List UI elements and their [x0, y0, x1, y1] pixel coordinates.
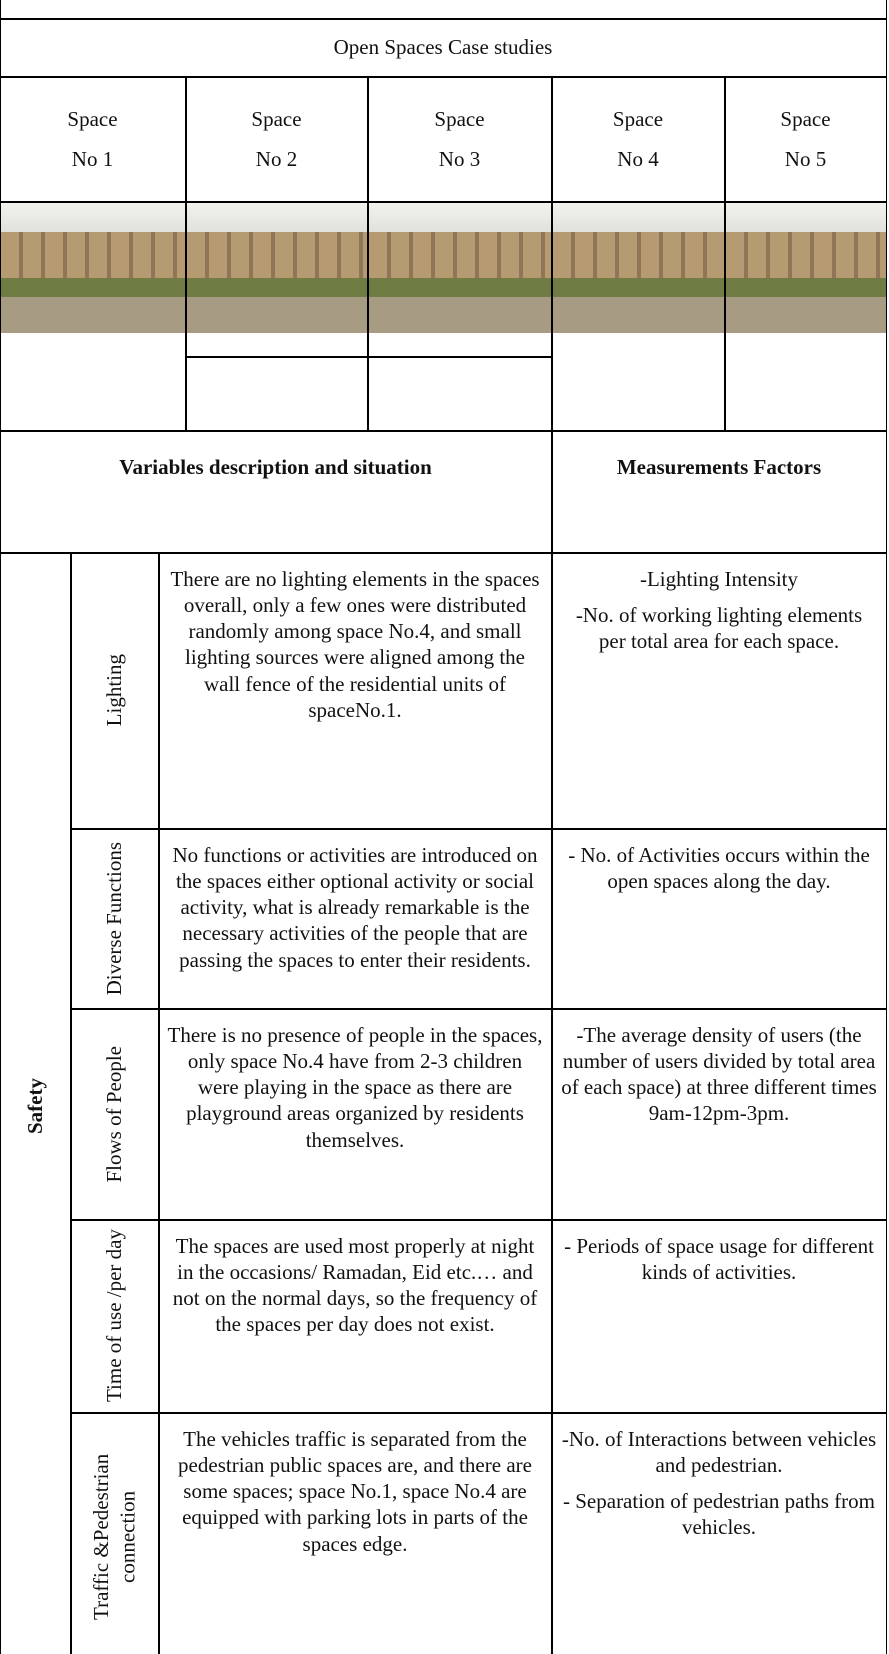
table-title: Open Spaces Case studies: [333, 35, 553, 60]
photo-bld: [553, 231, 724, 287]
title-cell: Open Spaces Case studies: [0, 18, 887, 77]
variable-cell: Time of use /per day: [70, 1219, 159, 1413]
photo-gnd: [187, 296, 367, 333]
description-cell: The spaces are used most properly at nig…: [158, 1219, 552, 1413]
variable-cell: Diverse Functions: [70, 828, 159, 1009]
measurement: -The average density of users (the numbe…: [561, 1022, 877, 1126]
photo-cell: [551, 201, 725, 431]
variable-cell: Traffic &Pedestrian connection: [70, 1412, 159, 1654]
space-header: Space No 4: [551, 76, 725, 202]
photo-cell: [724, 201, 887, 431]
measurement-cell: - No. of Activities occurs within the op…: [551, 828, 887, 1009]
measurement: - Separation of pedestrian paths from ve…: [563, 1489, 875, 1540]
description: There is no presence of people in the sp…: [167, 1022, 543, 1152]
description: The spaces are used most properly at nig…: [172, 1233, 538, 1337]
description-cell: No functions or activities are introduce…: [158, 828, 552, 1009]
variable-label: Traffic &Pedestrian connection: [89, 1452, 140, 1620]
description-cell: There are no lighting elements in the sp…: [158, 552, 552, 829]
space-label: No 2: [255, 147, 298, 171]
top-strip: [0, 0, 887, 19]
space-label: Space: [780, 106, 831, 131]
description-cell: The vehicles traffic is separated from t…: [158, 1412, 552, 1654]
space-header: Space No 2: [185, 76, 368, 202]
description: No functions or activities are introduce…: [172, 842, 538, 972]
space-header: Space No 1: [0, 76, 186, 202]
empty-cell: [185, 356, 368, 431]
column-header: Variables description and situation: [0, 430, 552, 553]
empty-cell: [367, 356, 552, 431]
space-header: Space No 5: [724, 76, 887, 202]
photo-bld: [187, 231, 367, 287]
photo-cell: [0, 201, 186, 431]
photo: [187, 203, 367, 333]
space-label: No 1: [71, 147, 114, 171]
space-label: Space: [67, 106, 118, 131]
space-label: Space: [434, 106, 485, 131]
photo: [1, 203, 185, 333]
measurement-cell: -No. of Interactions between vehicles an…: [551, 1412, 887, 1654]
variable-label: Flows of People: [102, 1045, 127, 1183]
photo-gnd: [369, 296, 551, 333]
variable-label: Time of use /per day: [102, 1229, 127, 1403]
photo: [369, 203, 551, 333]
column-header: Measurements Factors: [551, 430, 887, 553]
variable-cell: Flows of People: [70, 1008, 159, 1220]
measurement: -No. of working lighting elements per to…: [575, 602, 863, 653]
photo-gnd: [553, 296, 724, 333]
photo-gnd: [726, 296, 886, 333]
photo-bld: [726, 231, 886, 287]
photo: [726, 203, 886, 333]
measurement: -Lighting Intensity: [639, 566, 799, 591]
variable-label: Lighting: [102, 654, 127, 727]
variable-cell: Lighting: [70, 552, 159, 829]
photo-gnd: [1, 296, 185, 333]
variable-label: Diverse Functions: [102, 841, 127, 996]
column-title: Variables description and situation: [119, 454, 432, 479]
group-label: Safety: [22, 1078, 47, 1134]
measurement-cell: -Lighting Intensity -No. of working light…: [551, 552, 887, 829]
measurement: -No. of Interactions between vehicles an…: [561, 1426, 877, 1477]
space-header: Space No 3: [367, 76, 552, 202]
space-label: No 5: [784, 147, 827, 171]
space-label: No 4: [617, 147, 659, 171]
measurement: - Periods of space usage for different k…: [564, 1233, 874, 1284]
measurement-cell: - Periods of space usage for different k…: [551, 1219, 887, 1413]
space-label: Space: [612, 106, 664, 131]
description: There are no lighting elements in the sp…: [170, 566, 540, 722]
description-cell: There is no presence of people in the sp…: [158, 1008, 552, 1220]
measurement-cell: -The average density of users (the numbe…: [551, 1008, 887, 1220]
photo: [553, 203, 724, 333]
photo-bld: [1, 231, 185, 287]
group-cell: Safety: [0, 552, 71, 1654]
column-title: Measurements Factors: [616, 454, 822, 479]
description: The vehicles traffic is separated from t…: [178, 1426, 532, 1556]
space-label: No 3: [438, 147, 481, 171]
space-label: Space: [251, 106, 302, 131]
photo-cell: [367, 201, 552, 357]
photo-bld: [369, 231, 551, 287]
measurement: - No. of Activities occurs within the op…: [568, 842, 870, 893]
photo-cell: [185, 201, 368, 357]
